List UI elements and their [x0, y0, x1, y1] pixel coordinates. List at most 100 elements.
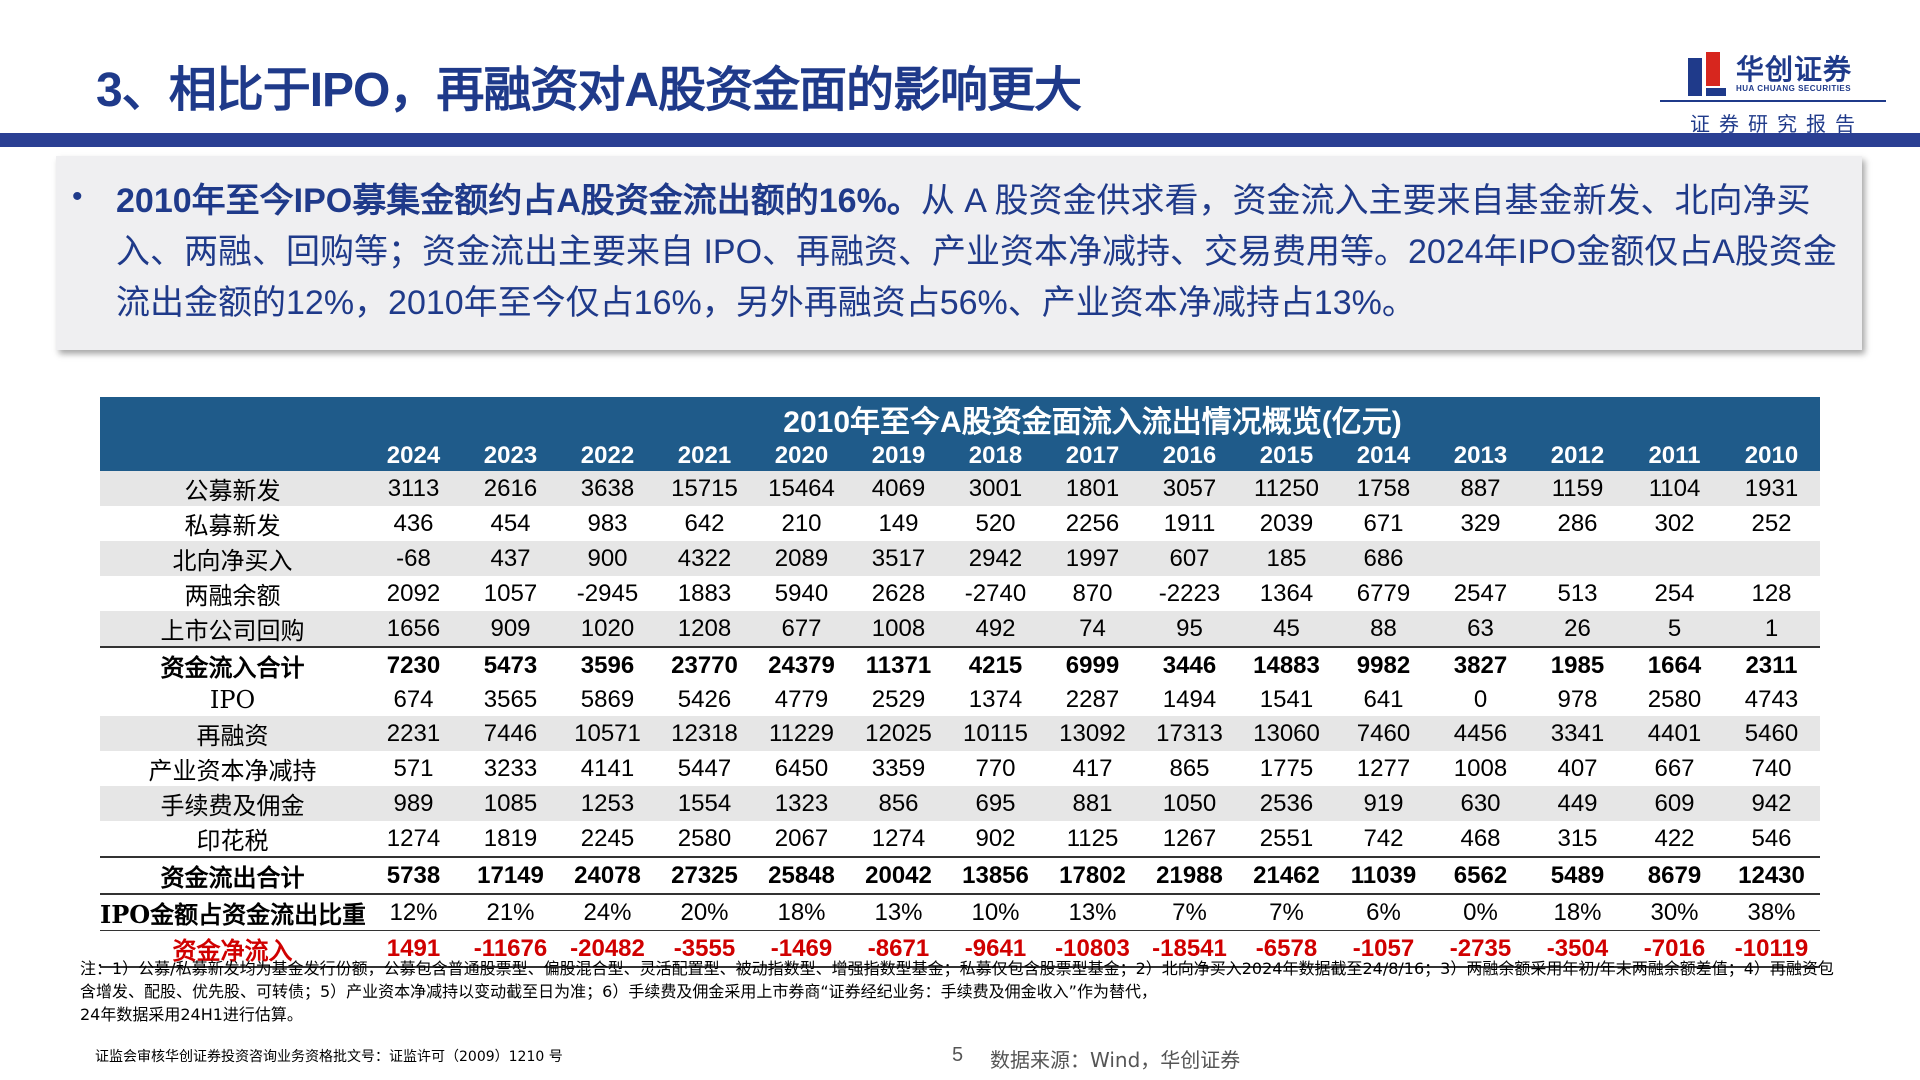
table-row: 资金流入合计 7230 5473 3596 23770 24379 11371 4215 699… [100, 646, 1820, 683]
table-cell: 492 [947, 611, 1044, 647]
table-cell: 742 [1363, 824, 1404, 852]
table-cell: 45 [1238, 611, 1335, 647]
table-cell: -6578 [1238, 930, 1335, 968]
table-cell: 3113 [365, 471, 462, 506]
table-cell: 513 [1557, 579, 1598, 607]
table-cell: 909 [462, 611, 559, 647]
table-cell: -68 [365, 541, 462, 576]
table-cell: 0 [1473, 685, 1488, 713]
table-cell: 20% [656, 893, 753, 931]
table-cell: 609 [1626, 786, 1723, 821]
table-cell: 989 [365, 786, 462, 821]
table-cell: 185 [1238, 541, 1335, 576]
table-cell: 2231 [365, 716, 462, 751]
table-cell: -1057 [1335, 930, 1432, 968]
table-cell: 12430 [1723, 856, 1820, 894]
table-cell: 4322 [656, 541, 753, 576]
table-row: 公募新发 3113 2616 3638 15715 15464 4069 3001 1801 30… [100, 471, 1820, 506]
table-cell: 5426 [677, 685, 732, 713]
year-header: 2017 [1044, 441, 1141, 471]
table-cell: 1104 [1626, 471, 1723, 506]
table-cell: 677 [753, 611, 850, 647]
table-cell: -10803 [1044, 930, 1141, 968]
table-cell: 4743 [1744, 685, 1799, 713]
table-cell: 1883 [677, 579, 732, 607]
table-cell: 24078 [559, 856, 656, 894]
table-cell: 1664 [1626, 646, 1723, 683]
row-label: IPO金额占资金流出比重 [100, 893, 365, 931]
table-cell: 329 [1460, 509, 1501, 537]
row-label: 产业资本净减持 [148, 757, 317, 785]
table-cell: 983 [587, 509, 628, 537]
table-cell: 4779 [774, 685, 829, 713]
table-cell: 2256 [1065, 509, 1120, 537]
table-row: 产业资本净减持 571 3233 4141 5447 6450 3359 770 417 865 1… [100, 751, 1820, 786]
year-header: 2010 [1723, 441, 1820, 471]
table-title: 2010年至今A股资金面流入流出情况概览(亿元) [365, 397, 1820, 441]
table-cell: 422 [1654, 824, 1695, 852]
table-cell: 10571 [559, 716, 656, 751]
title-underline-bar [0, 133, 1920, 147]
year-header: 2024 [365, 441, 462, 471]
table-row: 上市公司回购 1656 909 1020 1208 677 1008 492 74 95 45 88 6… [100, 611, 1820, 647]
table-row: 资金净流入 1491 -11676 -20482 -3555 -1469 -8671 -964… [100, 930, 1820, 968]
table-cell: 12025 [850, 716, 947, 751]
table-cell [1723, 541, 1820, 576]
table-cell: 210 [781, 509, 822, 537]
table-cell: 630 [1432, 786, 1529, 821]
report-divider [1660, 100, 1886, 102]
table-cell: 870 [1072, 579, 1113, 607]
table-row: 印花税 1274 1819 2245 2580 2067 1274 902 1125 1267 25… [100, 821, 1820, 857]
table-cell: 607 [1141, 541, 1238, 576]
table-cell: 417 [1072, 754, 1113, 782]
table-cell: 2245 [580, 824, 635, 852]
table-cell: -10119 [1723, 930, 1820, 968]
table-cell: 63 [1432, 611, 1529, 647]
logo-name-cn: 华创证券 [1736, 54, 1853, 85]
capital-flow-table: 2010年至今A股资金面流入流出情况概览(亿元) 2024 2023 2022 202… [100, 397, 1820, 968]
table-row: 两融余额 2092 1057 -2945 1883 5940 2628 -2740 870 -22… [100, 576, 1820, 611]
table-cell: 520 [975, 509, 1016, 537]
table-cell: 1125 [1066, 824, 1119, 852]
table-cell: 1208 [656, 611, 753, 647]
table-cell: 1057 [483, 579, 538, 607]
table-cell: 9982 [1335, 646, 1432, 683]
table-cell: 25848 [753, 856, 850, 894]
table-cell: 4456 [1432, 716, 1529, 751]
table-cell: 3001 [947, 471, 1044, 506]
table-cell: 128 [1751, 579, 1792, 607]
table-cell: 4069 [850, 471, 947, 506]
table-cell: 13092 [1044, 716, 1141, 751]
year-header: 2016 [1141, 441, 1238, 471]
table-cell: -20482 [559, 930, 656, 968]
table-cell: 1008 [850, 611, 947, 647]
table-cell: 1253 [559, 786, 656, 821]
table-cell: 8679 [1626, 856, 1723, 894]
year-header: 2021 [656, 441, 753, 471]
table-cell: 7460 [1335, 716, 1432, 751]
table-cell: 7% [1141, 893, 1238, 931]
table-cell: 641 [1363, 685, 1404, 713]
table-row: 资金流出合计 5738 17149 24078 27325 25848 20042 13856… [100, 856, 1820, 894]
table-cell: 865 [1169, 754, 1210, 782]
row-label: IPO [209, 685, 256, 714]
table-cell: 2616 [462, 471, 559, 506]
table-cell: 11039 [1335, 856, 1432, 894]
table-cell [1432, 541, 1529, 576]
table-cell: 252 [1751, 509, 1792, 537]
table-cell: 0% [1432, 893, 1529, 931]
table-cell: 13856 [947, 856, 1044, 894]
table-cell: 7% [1238, 893, 1335, 931]
table-cell: 695 [947, 786, 1044, 821]
year-header: 2015 [1238, 441, 1335, 471]
table-cell: 3638 [559, 471, 656, 506]
table-cell: 740 [1751, 754, 1792, 782]
row-label: 私募新发 [184, 512, 281, 540]
table-cell: 2547 [1453, 579, 1508, 607]
table-cell: 449 [1529, 786, 1626, 821]
row-label: 手续费及佣金 [100, 786, 365, 821]
table-cell: 18% [1529, 893, 1626, 931]
year-header: 2018 [947, 441, 1044, 471]
table-cell: 38% [1723, 893, 1820, 931]
table-row: 手续费及佣金 989 1085 1253 1554 1323 856 695 881 1050 25… [100, 786, 1820, 821]
